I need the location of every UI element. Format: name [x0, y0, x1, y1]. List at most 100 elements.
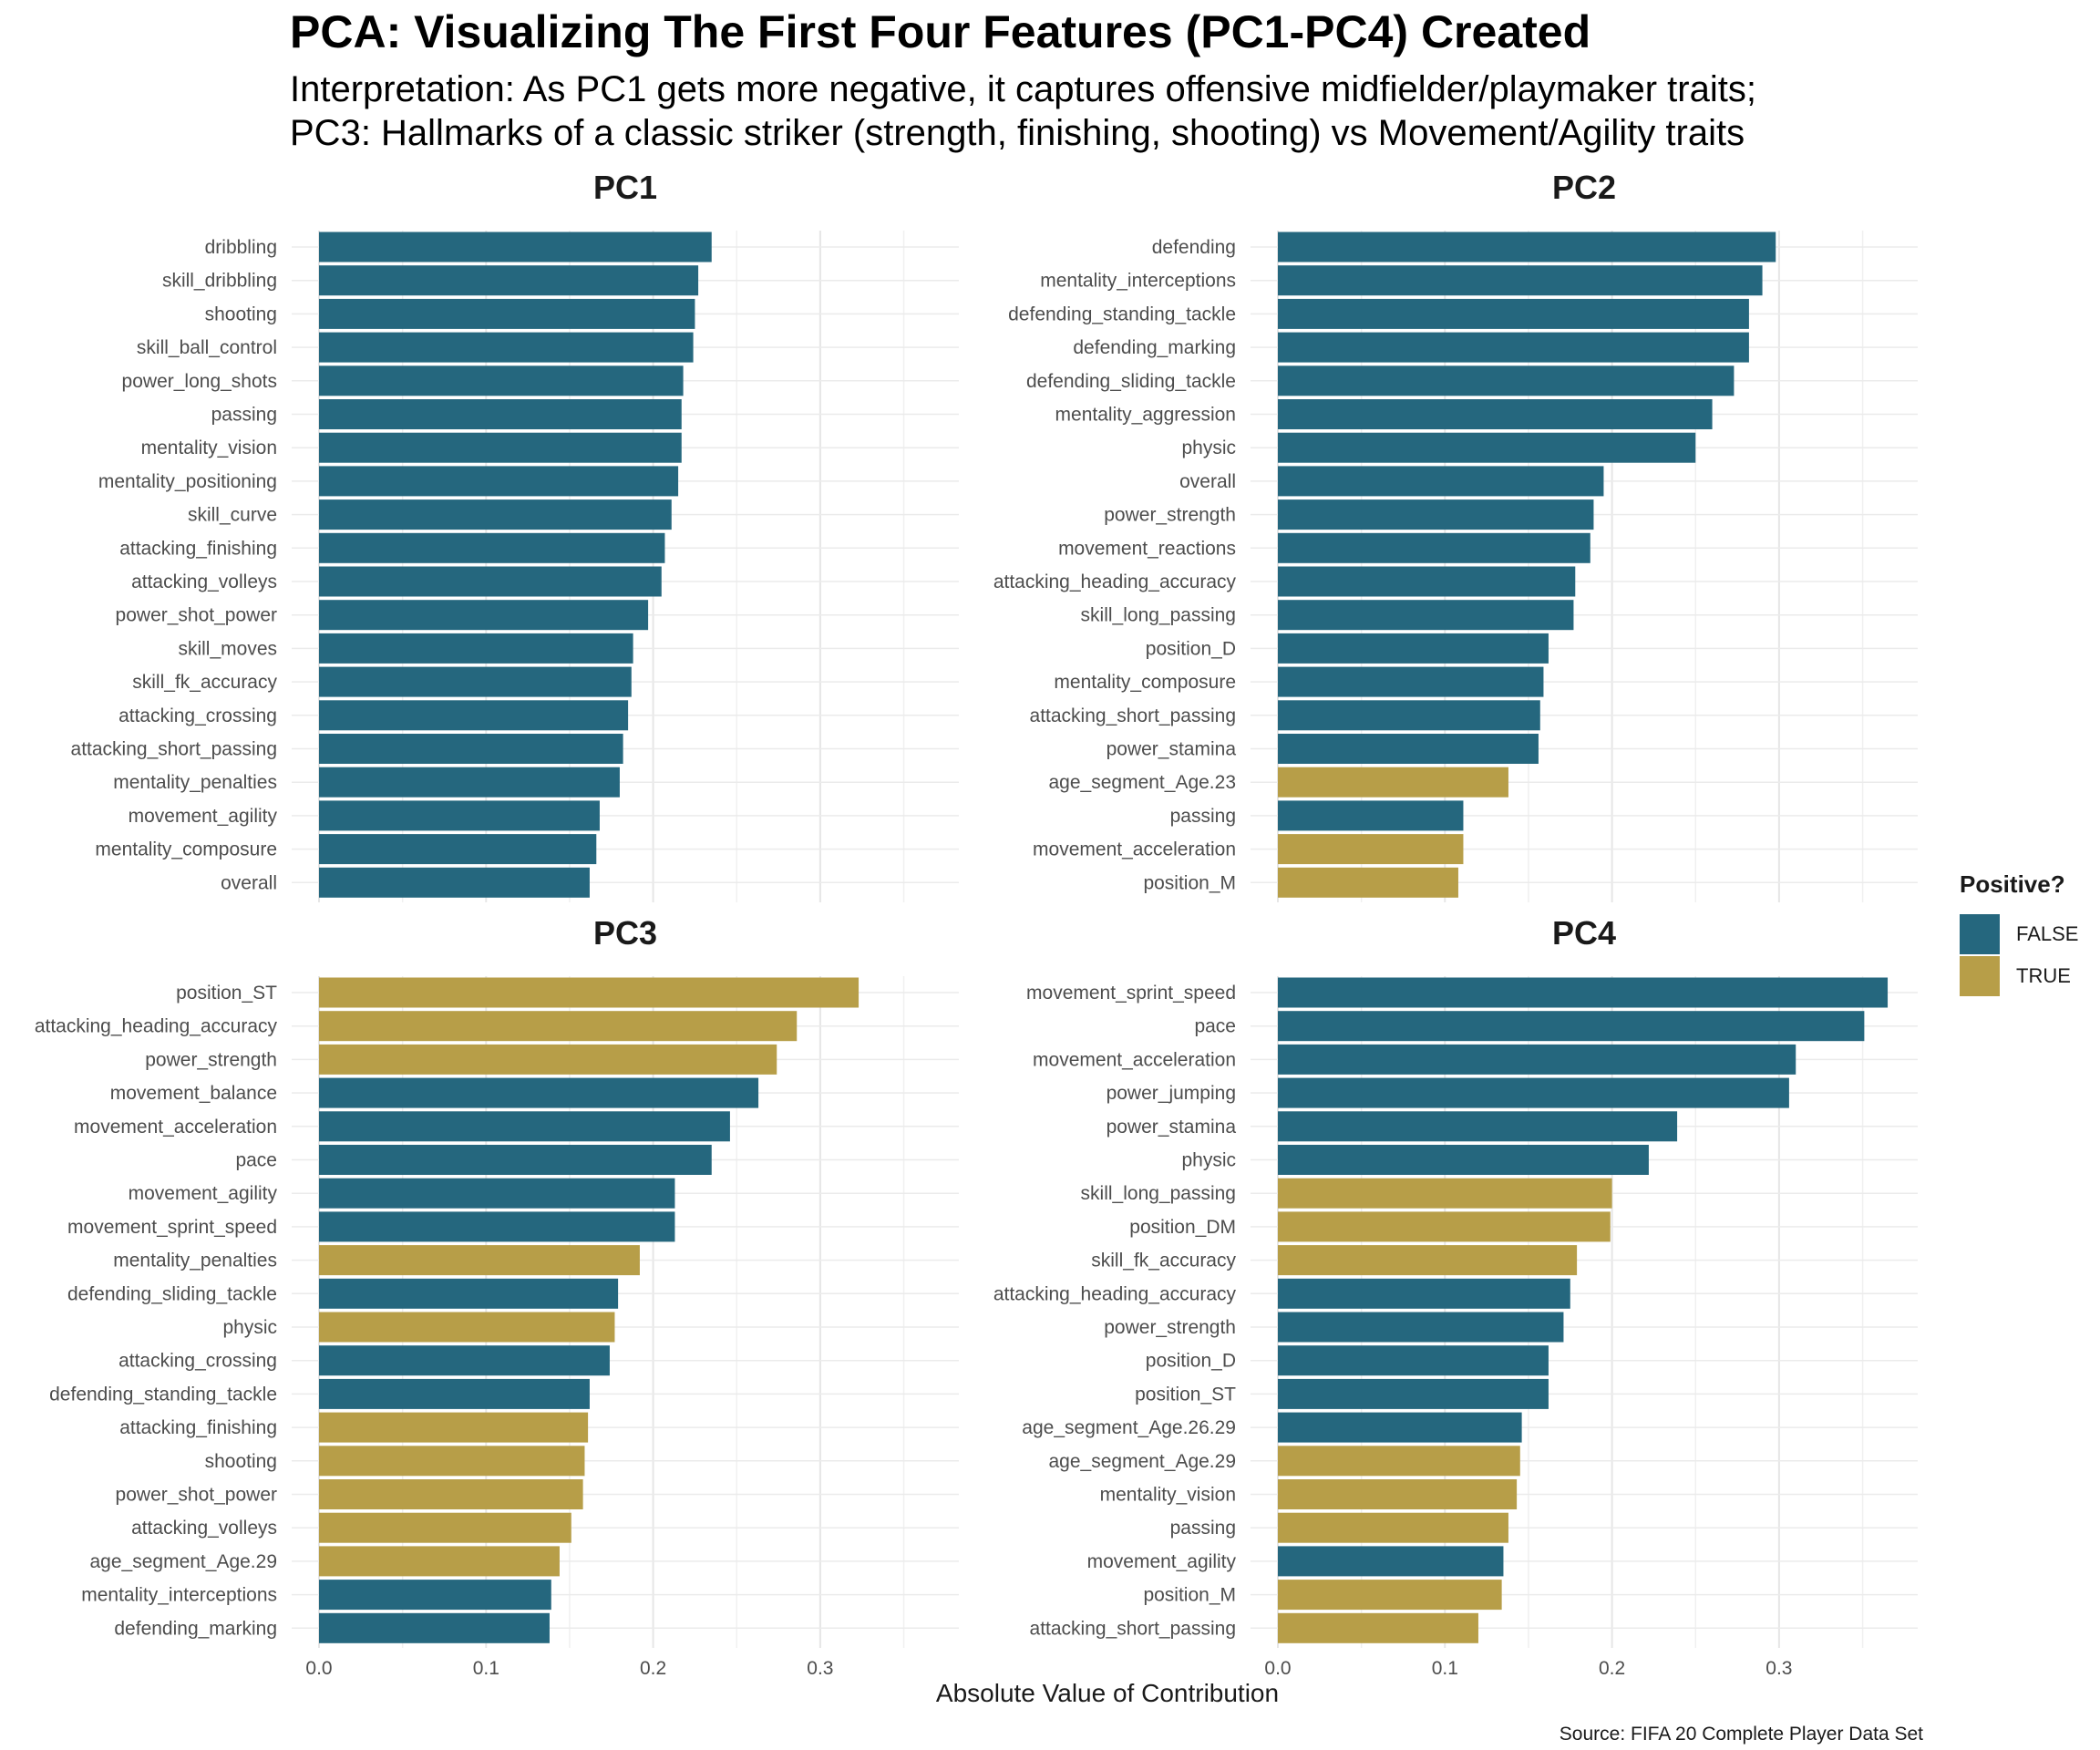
- pc2-bar-defending_standing_tackle: [1278, 298, 1749, 329]
- pc4-category-label: movement_acceleration: [1033, 1049, 1236, 1070]
- pc4-bar-movement_sprint_speed: [1278, 977, 1889, 1008]
- pc1-category-label: mentality_positioning: [98, 471, 277, 492]
- pc1-category-label: skill_ball_control: [137, 337, 277, 358]
- pc1-category-label: attacking_short_passing: [71, 739, 277, 760]
- pc2-bar-position_M: [1278, 867, 1458, 898]
- pc1-category-label: skill_dribbling: [162, 271, 277, 292]
- pc3-bar-power_strength: [319, 1044, 777, 1075]
- pc2-bar-attacking_heading_accuracy: [1278, 566, 1576, 597]
- pc2-bar-mentality_composure: [1278, 666, 1544, 697]
- pc4-category-label: pace: [1194, 1016, 1236, 1037]
- pc1-category-label: dribbling: [205, 237, 277, 258]
- chart-subtitle-line-1: Interpretation: As PC1 gets more negativ…: [290, 69, 1756, 109]
- pc1-bar-overall: [319, 867, 590, 898]
- pc3-category-label: attacking_heading_accuracy: [35, 1016, 278, 1037]
- pc1-category-label: power_shot_power: [116, 605, 277, 626]
- pc4-category-label: movement_sprint_speed: [1026, 983, 1236, 1004]
- pc2-category-label: position_D: [1146, 638, 1236, 659]
- pc3-category-label: mentality_penalties: [113, 1251, 277, 1271]
- pc1-bar-shooting: [319, 298, 695, 329]
- legend-label-true: TRUE: [2016, 964, 2071, 987]
- pc3-bar-movement_balance: [319, 1077, 759, 1108]
- pc2-category-label: defending_sliding_tackle: [1026, 371, 1236, 392]
- pc4-bar-passing: [1278, 1512, 1508, 1543]
- legend-item-true: TRUE: [1960, 955, 2078, 997]
- pc1-bar-attacking_volleys: [319, 566, 662, 597]
- pc4-category-label: movement_agility: [1087, 1551, 1237, 1572]
- pc1-category-label: attacking_volleys: [131, 571, 277, 592]
- pc4-bar-skill_long_passing: [1278, 1178, 1612, 1209]
- pc1-bar-skill_curve: [319, 499, 672, 530]
- pc2-category-label: mentality_interceptions: [1040, 271, 1236, 292]
- pc3-category-label: movement_agility: [129, 1183, 278, 1204]
- pc4-category-label: position_DM: [1129, 1217, 1236, 1238]
- pc4-category-label: skill_fk_accuracy: [1091, 1251, 1236, 1271]
- pc3-x-tick-label: 0.3: [807, 1658, 833, 1679]
- pc2-category-label: physic: [1181, 438, 1236, 458]
- pc1-panel-title: PC1: [593, 169, 657, 206]
- pc1-category-label: attacking_crossing: [118, 705, 277, 726]
- pc3-bar-power_shot_power: [319, 1479, 583, 1509]
- pc3-category-label: pace: [235, 1150, 277, 1171]
- pc2-bar-mentality_aggression: [1278, 399, 1713, 429]
- pc1-category-label: overall: [221, 872, 277, 893]
- legend-title: Positive?: [1960, 870, 2065, 898]
- pc2-bar-mentality_interceptions: [1278, 265, 1763, 296]
- legend-swatch-true: [1960, 956, 2000, 996]
- pc1-category-label: attacking_finishing: [119, 538, 277, 559]
- pc2-category-label: defending: [1152, 237, 1236, 258]
- pc2-category-label: mentality_composure: [1054, 672, 1236, 693]
- pc1-bar-mentality_vision: [319, 432, 682, 463]
- pc3-bar-mentality_interceptions: [319, 1580, 551, 1611]
- pc4-category-label: power_stamina: [1107, 1117, 1237, 1138]
- pc2-category-label: defending_standing_tackle: [1008, 304, 1236, 324]
- pc3-panel-title: PC3: [593, 914, 657, 952]
- pc1-bar-skill_fk_accuracy: [319, 666, 632, 697]
- pc3-bar-attacking_volleys: [319, 1512, 571, 1543]
- pc1-bar-skill_ball_control: [319, 332, 694, 363]
- pc2-bar-skill_long_passing: [1278, 600, 1574, 631]
- legend-label-false: FALSE: [2016, 922, 2079, 945]
- pc4-category-label: power_jumping: [1107, 1083, 1236, 1104]
- pc3-bar-mentality_penalties: [319, 1245, 640, 1276]
- pc4-bar-power_stamina: [1278, 1111, 1678, 1142]
- pc2-bar-passing: [1278, 800, 1464, 831]
- pc1-category-label: shooting: [205, 304, 277, 324]
- chart-title: PCA: Visualizing The First Four Features…: [290, 6, 1591, 57]
- x-axis-label: Absolute Value of Contribution: [935, 1679, 1280, 1707]
- chart-subtitle-line-2: PC3: Hallmarks of a classic striker (str…: [290, 113, 1745, 153]
- pc3-category-label: defending_standing_tackle: [49, 1384, 277, 1405]
- pc3-bar-movement_agility: [319, 1178, 675, 1209]
- pc2-bar-age_segment_Age.23: [1278, 767, 1508, 798]
- pc4-bar-power_jumping: [1278, 1077, 1789, 1108]
- pc3-category-label: power_shot_power: [116, 1485, 277, 1506]
- pc1-category-label: power_long_shots: [122, 371, 277, 392]
- pc1-bar-passing: [319, 399, 682, 429]
- pc2-bar-movement_acceleration: [1278, 834, 1464, 865]
- pc1-bar-attacking_finishing: [319, 532, 665, 563]
- pc2-category-label: power_stamina: [1107, 739, 1237, 760]
- pc3-bar-physic: [319, 1312, 615, 1343]
- pc3-x-tick-label: 0.2: [640, 1658, 666, 1679]
- pc2-category-label: power_strength: [1104, 505, 1236, 526]
- pc1-bar-mentality_composure: [319, 834, 597, 865]
- pc2-category-label: position_M: [1143, 872, 1236, 893]
- pc4-category-label: position_ST: [1135, 1384, 1236, 1405]
- pc4-category-label: attacking_short_passing: [1030, 1618, 1236, 1639]
- pc4-panel-title: PC4: [1552, 914, 1616, 952]
- pc1-bar-power_long_shots: [319, 365, 684, 396]
- pc3-category-label: age_segment_Age.29: [90, 1551, 278, 1572]
- pc2-category-label: movement_reactions: [1058, 538, 1236, 559]
- pc4-category-label: power_strength: [1104, 1317, 1236, 1338]
- pc4-category-label: position_D: [1146, 1351, 1236, 1372]
- pc1-bar-dribbling: [319, 232, 712, 262]
- pc4-x-tick-label: 0.3: [1765, 1658, 1792, 1679]
- pc3-category-label: position_ST: [176, 983, 277, 1004]
- pc3-bar-movement_sprint_speed: [319, 1211, 675, 1242]
- pc2-category-label: age_segment_Age.23: [1049, 772, 1237, 793]
- pc2-bar-defending_sliding_tackle: [1278, 365, 1735, 396]
- pc4-category-label: age_segment_Age.29: [1049, 1451, 1237, 1472]
- pc3-category-label: movement_sprint_speed: [67, 1217, 277, 1238]
- pc3-category-label: defending_marking: [114, 1618, 277, 1639]
